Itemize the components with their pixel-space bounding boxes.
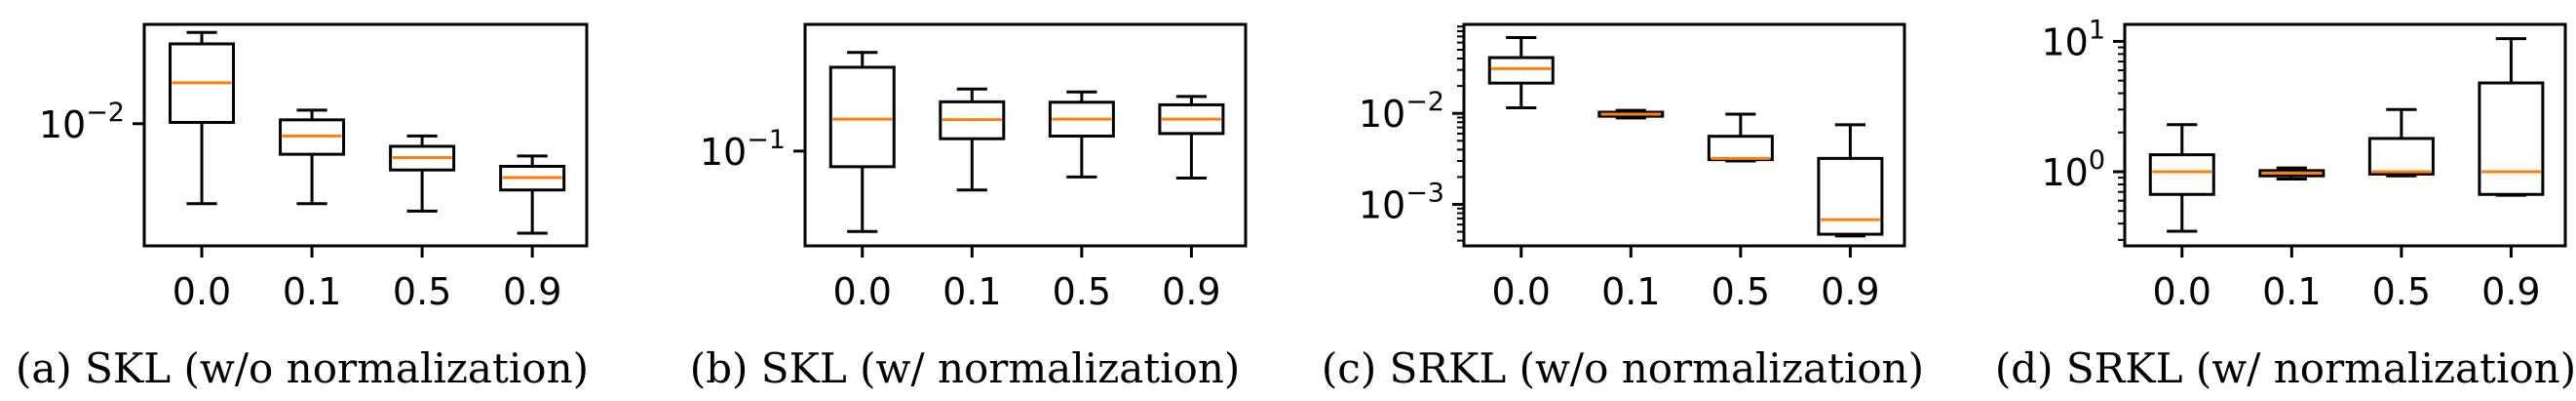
y-tick-label: 10−3 xyxy=(1359,178,1444,226)
panel-4: 101 100 0.0 0.1 0.5 0.9 (d) SRKL (w/ normaliza… xyxy=(1995,15,2576,392)
box-0.9 xyxy=(1158,95,1225,180)
iqr-box xyxy=(1817,156,1884,236)
iqr-box xyxy=(1707,135,1774,162)
box-0.5 xyxy=(1048,90,1115,179)
iqr-box xyxy=(279,118,346,156)
iqr-box xyxy=(1048,100,1115,138)
x-tick-label: 0.5 xyxy=(393,270,451,313)
iqr-box xyxy=(2258,169,2326,178)
box-0.0 xyxy=(1487,36,1555,110)
box-0.5 xyxy=(1707,112,1774,163)
iqr-box xyxy=(828,65,896,169)
x-tick-label: 0.5 xyxy=(1711,270,1770,313)
axes-frame xyxy=(803,22,1248,248)
box-0.5 xyxy=(2367,107,2435,178)
box-0.9 xyxy=(2478,37,2545,197)
x-tick-label: 0.0 xyxy=(833,270,892,313)
panel-3: 10−2 10−3 0.0 0.1 0.5 0.9 (c) SRKL (w/o normal… xyxy=(1322,22,1924,392)
x-tick-label: 0.5 xyxy=(1053,270,1111,313)
axes-frame xyxy=(1462,22,1906,248)
x-tick-label: 0.9 xyxy=(503,270,561,313)
axes-frame xyxy=(2123,22,2567,248)
iqr-box xyxy=(169,42,236,124)
box-0.5 xyxy=(389,134,456,213)
box-0.0 xyxy=(2148,123,2215,233)
x-tick-label: 0.1 xyxy=(283,270,341,313)
iqr-box xyxy=(1158,102,1225,136)
iqr-box xyxy=(499,164,566,192)
iqr-box xyxy=(2367,137,2435,176)
iqr-box xyxy=(389,144,456,172)
x-tick-label: 0.9 xyxy=(1162,270,1220,313)
x-tick-label: 0.1 xyxy=(942,270,1001,313)
panel-caption: (d) SRKL (w/ normalization) xyxy=(1995,344,2576,392)
box-0.1 xyxy=(939,87,1006,192)
x-tick-label: 0.0 xyxy=(2153,270,2211,313)
box-0.1 xyxy=(279,108,346,206)
panel-caption: (a) SKL (w/o normalization) xyxy=(16,344,589,392)
y-tick-label: 10−2 xyxy=(1359,87,1444,136)
x-tick-label: 0.0 xyxy=(173,270,231,313)
box-0.1 xyxy=(2258,166,2326,180)
iqr-box xyxy=(1597,110,1665,118)
box-0.9 xyxy=(499,154,566,235)
x-tick-label: 0.5 xyxy=(2372,270,2431,313)
x-tick-label: 0.1 xyxy=(1601,270,1660,313)
box-0.0 xyxy=(169,30,236,206)
panel-2: 10−1 0.0 0.1 0.5 0.9 (b) SKL (w/ normalizatio… xyxy=(690,22,1248,392)
box-0.1 xyxy=(1597,108,1665,120)
panel-caption: (b) SKL (w/ normalization) xyxy=(690,344,1241,392)
x-tick-label: 0.9 xyxy=(1821,270,1879,313)
iqr-box xyxy=(2478,81,2545,196)
iqr-box xyxy=(1487,56,1555,85)
x-tick-label: 0.0 xyxy=(1492,270,1551,313)
panel-1: 10−2 0.0 0.1 0.5 0.9 (a) SKL (w/o normalizati… xyxy=(16,22,589,392)
y-tick-label: 101 xyxy=(2041,15,2105,63)
y-tick-label: 10−1 xyxy=(700,125,786,174)
iqr-box xyxy=(939,100,1006,140)
x-tick-label: 0.9 xyxy=(2481,270,2540,313)
y-tick-label: 100 xyxy=(2041,145,2105,194)
axes-frame xyxy=(142,22,589,248)
y-tick-label: 10−2 xyxy=(39,98,125,146)
x-tick-label: 0.1 xyxy=(2262,270,2321,313)
box-0.0 xyxy=(828,51,896,233)
box-0.9 xyxy=(1817,123,1884,238)
panel-caption: (c) SRKL (w/o normalization) xyxy=(1322,344,1924,392)
iqr-box xyxy=(2148,153,2215,196)
